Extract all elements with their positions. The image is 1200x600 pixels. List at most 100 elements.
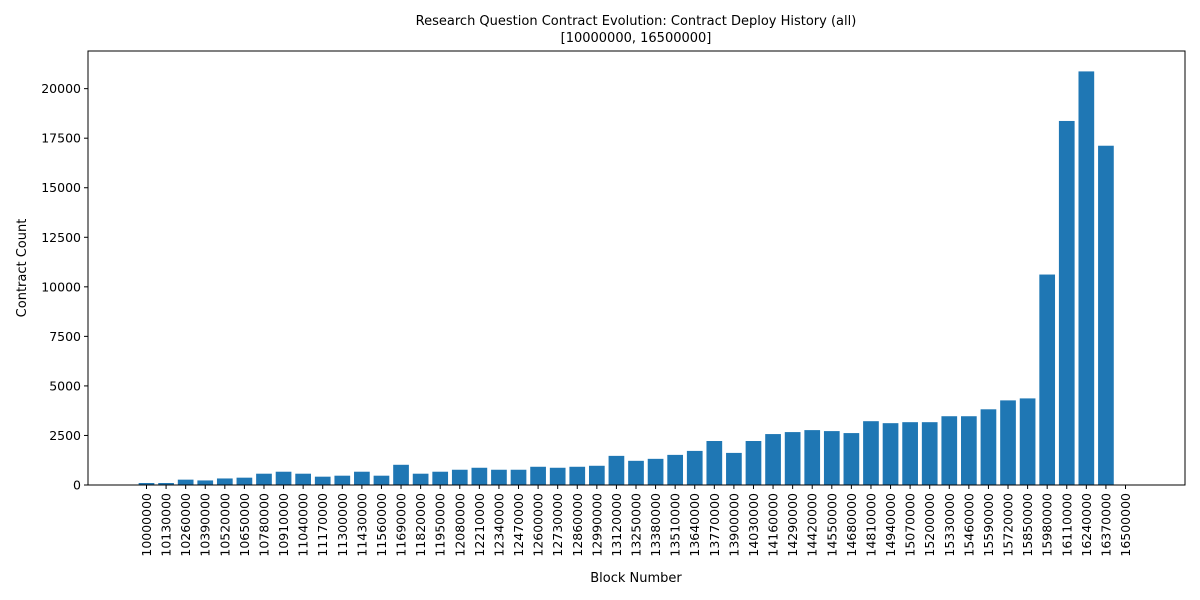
x-tick-label: 14940000: [883, 493, 898, 557]
chart-title: Research Question Contract Evolution: Co…: [416, 14, 857, 29]
bar: [882, 423, 899, 485]
y-tick-label: 17500: [41, 131, 81, 146]
bar: [1039, 274, 1056, 485]
bar: [334, 475, 351, 485]
bar: [549, 467, 566, 485]
x-tick-label: 13770000: [707, 493, 722, 557]
bar: [706, 441, 723, 485]
bar: [902, 422, 918, 485]
bar: [1019, 398, 1036, 485]
x-tick-label: 14290000: [785, 493, 800, 557]
x-tick-label: 11170000: [315, 493, 330, 557]
x-tick-label: 15590000: [981, 493, 996, 557]
bar: [843, 433, 860, 485]
x-axis-label: Block Number: [590, 571, 682, 586]
bar: [354, 471, 370, 485]
x-tick-label: 15330000: [942, 493, 957, 557]
y-tick-label: 15000: [41, 180, 81, 195]
x-tick-label: 14680000: [844, 493, 859, 557]
x-tick-label: 16500000: [1118, 493, 1133, 557]
plot-frame: [87, 50, 1186, 486]
x-tick-label: 14550000: [824, 493, 839, 557]
x-tick-label: 16110000: [1059, 493, 1074, 557]
x-tick-label: 12990000: [589, 493, 604, 557]
bar: [158, 483, 174, 485]
x-tick-label: 14030000: [746, 493, 761, 557]
x-tick-label: 15850000: [1020, 493, 1035, 557]
bar: [1000, 400, 1016, 485]
x-tick-label: 13120000: [609, 493, 624, 557]
bar: [275, 471, 292, 485]
bar: [941, 416, 958, 485]
bar: [980, 409, 997, 485]
bar: [961, 416, 977, 485]
x-tick-label: 14810000: [863, 493, 878, 557]
bar: [647, 458, 664, 485]
bar: [530, 466, 546, 485]
bar: [314, 476, 331, 485]
y-axis: 0 2500 5000 7500 10000 12500 15000 17500 20000: [41, 81, 88, 493]
bar: [686, 450, 703, 485]
x-tick-label: 15720000: [1001, 493, 1016, 557]
x-tick-label: 13900000: [726, 493, 741, 557]
x-tick-label: 16370000: [1098, 493, 1113, 557]
x-tick-label: 12600000: [531, 493, 546, 557]
y-axis-label: Contract Count: [15, 219, 30, 318]
chart-subtitle: [10000000, 16500000]: [561, 31, 712, 46]
bar: [765, 434, 781, 485]
bar: [295, 473, 311, 485]
x-tick-label: 10910000: [276, 493, 291, 557]
x-tick-label: 11430000: [354, 493, 369, 557]
bar: [726, 452, 742, 485]
x-tick-label: 15200000: [922, 493, 937, 557]
bar: [1098, 145, 1114, 486]
x-tick-label: 11690000: [394, 493, 409, 557]
bar: [823, 431, 840, 485]
bar: [628, 460, 644, 485]
bar: [491, 469, 507, 485]
bar: [471, 467, 488, 485]
x-tick-label: 12470000: [511, 493, 526, 557]
x-tick-label: 11040000: [296, 493, 311, 557]
x-tick-label: 10780000: [256, 493, 271, 557]
x-tick-label: 11300000: [335, 493, 350, 557]
x-tick-label: 13380000: [648, 493, 663, 557]
bar: [784, 432, 801, 485]
x-tick-label: 13640000: [687, 493, 702, 557]
x-tick-label: 10130000: [159, 493, 174, 557]
bar: [393, 464, 409, 485]
y-tick-label: 20000: [41, 81, 81, 96]
bar: [608, 455, 625, 485]
x-tick-label: 15980000: [1040, 493, 1055, 557]
bar: [236, 477, 253, 485]
bar: [569, 466, 586, 485]
x-tick-label: 14420000: [805, 493, 820, 557]
x-tick-label: 10390000: [198, 493, 213, 557]
y-tick-label: 10000: [41, 279, 81, 294]
bar: [177, 479, 194, 485]
y-tick-label: 7500: [49, 329, 81, 344]
x-tick-label: 13250000: [629, 493, 644, 557]
bar: [197, 480, 214, 485]
bar: [451, 469, 468, 485]
x-tick-label: 15070000: [903, 493, 918, 557]
bar: [921, 422, 938, 485]
bar: [804, 430, 821, 485]
x-tick-label: 11950000: [433, 493, 448, 557]
y-tick-label: 0: [73, 478, 81, 493]
bar: [216, 478, 233, 485]
bar: [1078, 71, 1095, 485]
bar: [510, 469, 527, 485]
x-tick-label: 10000000: [139, 493, 154, 557]
x-tick-label: 11820000: [413, 493, 428, 557]
bar: [373, 475, 390, 485]
y-tick-label: 2500: [49, 428, 81, 443]
x-tick-label: 12340000: [491, 493, 506, 557]
x-tick-label: 12730000: [550, 493, 565, 557]
bar: [745, 441, 762, 485]
bar: [588, 465, 605, 485]
bar: [1058, 120, 1075, 486]
bar: [432, 471, 449, 485]
x-tick-label: 12210000: [472, 493, 487, 557]
